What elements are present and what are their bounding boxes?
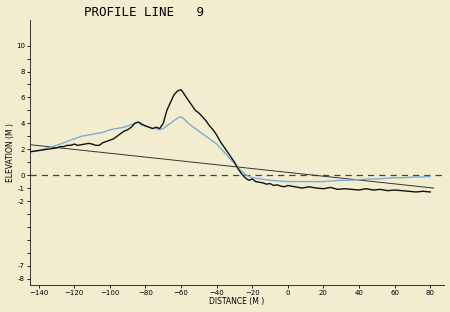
Y-axis label: ELEVATION (M ): ELEVATION (M ) bbox=[5, 123, 14, 182]
Text: PROFILE LINE   9: PROFILE LINE 9 bbox=[84, 6, 204, 18]
X-axis label: DISTANCE (M ): DISTANCE (M ) bbox=[210, 297, 265, 306]
